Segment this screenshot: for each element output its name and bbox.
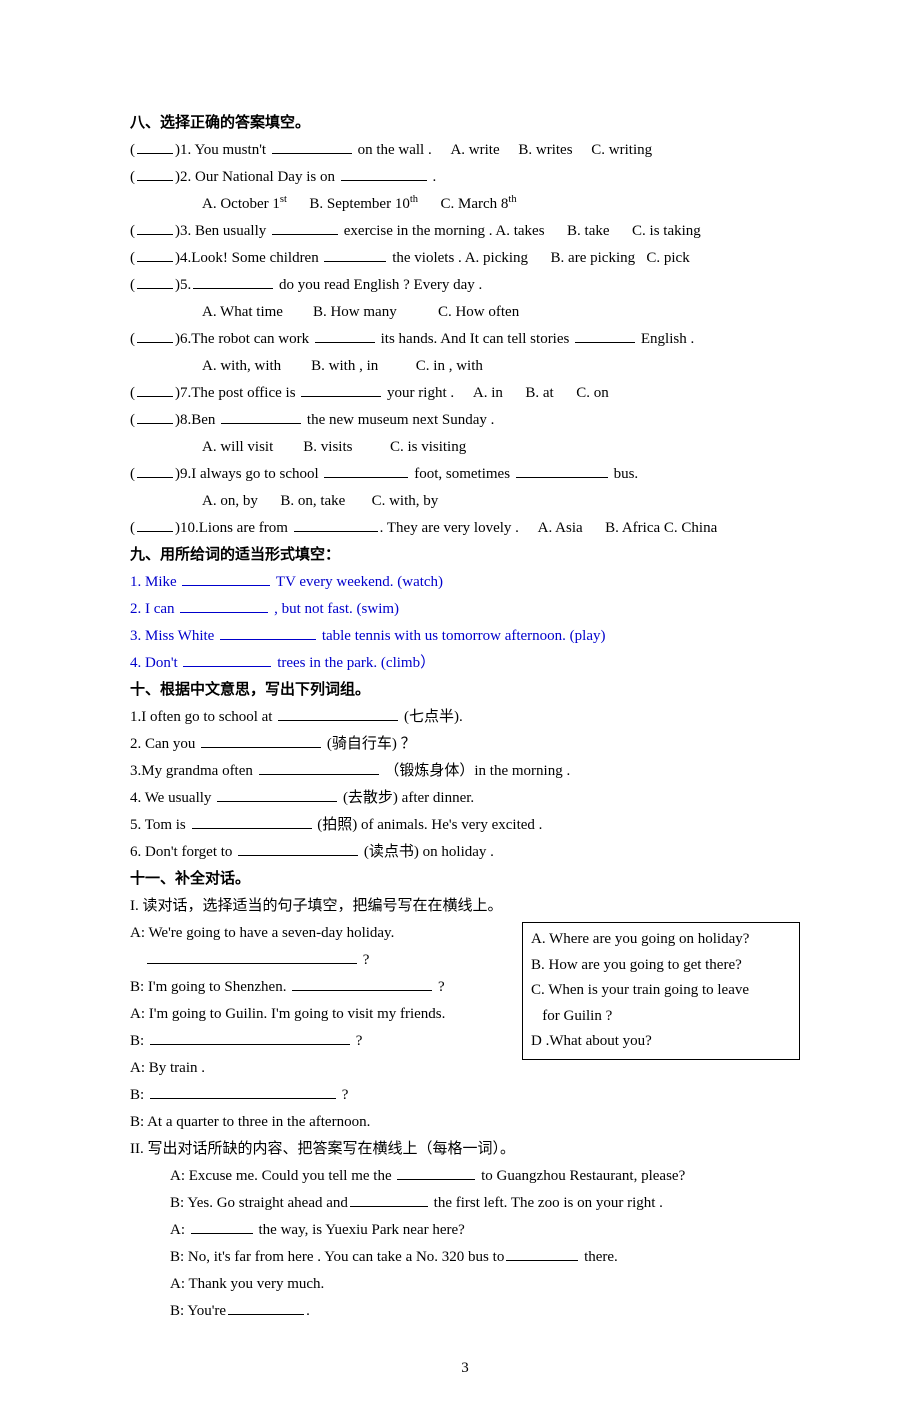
option-c2: for Guilin ? bbox=[531, 1004, 791, 1030]
q10-4: 4. We usually (去散步) after dinner. bbox=[130, 785, 800, 812]
d1-l2: ? bbox=[130, 947, 510, 974]
d1-l8: B: At a quarter to three in the afternoo… bbox=[130, 1109, 800, 1136]
q8-2: ()2. Our National Day is on . bbox=[130, 164, 800, 191]
section-8-heading: 八、选择正确的答案填空。 bbox=[130, 110, 800, 137]
d1-l7: B: ? bbox=[130, 1082, 510, 1109]
q8-9: ()9.I always go to school foot, sometime… bbox=[130, 461, 800, 488]
d2-l1: A: Excuse me. Could you tell me the to G… bbox=[170, 1163, 800, 1190]
q8-4: ()4.Look! Some children the violets . A.… bbox=[130, 245, 800, 272]
q8-2-opts: A. October 1st B. September 10th C. Marc… bbox=[130, 191, 800, 218]
d1-l4: A: I'm going to Guilin. I'm going to vis… bbox=[130, 1001, 510, 1028]
dialogue-1-wrap: A. Where are you going on holiday? B. Ho… bbox=[130, 920, 800, 1109]
q8-7: ()7.The post office is your right . A. i… bbox=[130, 380, 800, 407]
q8-8-opts: A. will visit B. visits C. is visiting bbox=[130, 434, 800, 461]
q10-6: 6. Don't forget to (读点书) on holiday . bbox=[130, 839, 800, 866]
option-c: C. When is your train going to leave bbox=[531, 978, 791, 1004]
q8-9-opts: A. on, by B. on, take C. with, by bbox=[130, 488, 800, 515]
d2-l3: A: the way, is Yuexiu Park near here? bbox=[170, 1217, 800, 1244]
q9-3: 3. Miss White table tennis with us tomor… bbox=[130, 623, 800, 650]
q9-4: 4. Don't trees in the park. (climb） bbox=[130, 650, 800, 677]
page-number: 3 bbox=[130, 1355, 800, 1382]
q8-1: ()1. You mustn't on the wall . A. write … bbox=[130, 137, 800, 164]
q8-3: ()3. Ben usually exercise in the morning… bbox=[130, 218, 800, 245]
q8-10: ()10.Lions are from . They are very love… bbox=[130, 515, 800, 542]
q8-6: ()6.The robot can work its hands. And It… bbox=[130, 326, 800, 353]
d2-l4: B: No, it's far from here . You can take… bbox=[170, 1244, 800, 1271]
q10-3: 3.My grandma often （锻炼身体）in the morning … bbox=[130, 758, 800, 785]
option-b: B. How are you going to get there? bbox=[531, 953, 791, 979]
section-11-part1-heading: I. 读对话，选择适当的句子填空，把编号写在在横线上。 bbox=[130, 893, 800, 920]
q10-1: 1.I often go to school at (七点半). bbox=[130, 704, 800, 731]
q8-5: ()5. do you read English ? Every day . bbox=[130, 272, 800, 299]
d2-l2: B: Yes. Go straight ahead and the first … bbox=[170, 1190, 800, 1217]
q8-5-opts: A. What time B. How many C. How often bbox=[130, 299, 800, 326]
page: 八、选择正确的答案填空。 ()1. You mustn't on the wal… bbox=[0, 0, 920, 1422]
section-11-part2-heading: II. 写出对话所缺的内容、把答案写在横线上（每格一词）。 bbox=[130, 1136, 800, 1163]
q10-5: 5. Tom is (拍照) of animals. He's very exc… bbox=[130, 812, 800, 839]
section-9-heading: 九、用所给词的适当形式填空： bbox=[130, 542, 800, 569]
q9-2: 2. I can , but not fast. (swim) bbox=[130, 596, 800, 623]
q8-8: ()8.Ben the new museum next Sunday . bbox=[130, 407, 800, 434]
d1-l6: A: By train . bbox=[130, 1055, 510, 1082]
section-11-heading: 十一、补全对话。 bbox=[130, 866, 800, 893]
option-a: A. Where are you going on holiday? bbox=[531, 927, 791, 953]
d2-l6: B: You're. bbox=[170, 1298, 800, 1325]
q9-1: 1. Mike TV every weekend. (watch) bbox=[130, 569, 800, 596]
q10-2: 2. Can you (骑自行车) ？ bbox=[130, 731, 800, 758]
d2-l5: A: Thank you very much. bbox=[170, 1271, 800, 1298]
q8-6-opts: A. with, with B. with , in C. in , with bbox=[130, 353, 800, 380]
options-box: A. Where are you going on holiday? B. Ho… bbox=[522, 922, 800, 1060]
option-d: D .What about you? bbox=[531, 1029, 791, 1055]
section-10-heading: 十、根据中文意思，写出下列词组。 bbox=[130, 677, 800, 704]
d1-l5: B: ? bbox=[130, 1028, 510, 1055]
d1-l1: A: We're going to have a seven-day holid… bbox=[130, 920, 510, 947]
d1-l3: B: I'm going to Shenzhen. ? bbox=[130, 974, 510, 1001]
